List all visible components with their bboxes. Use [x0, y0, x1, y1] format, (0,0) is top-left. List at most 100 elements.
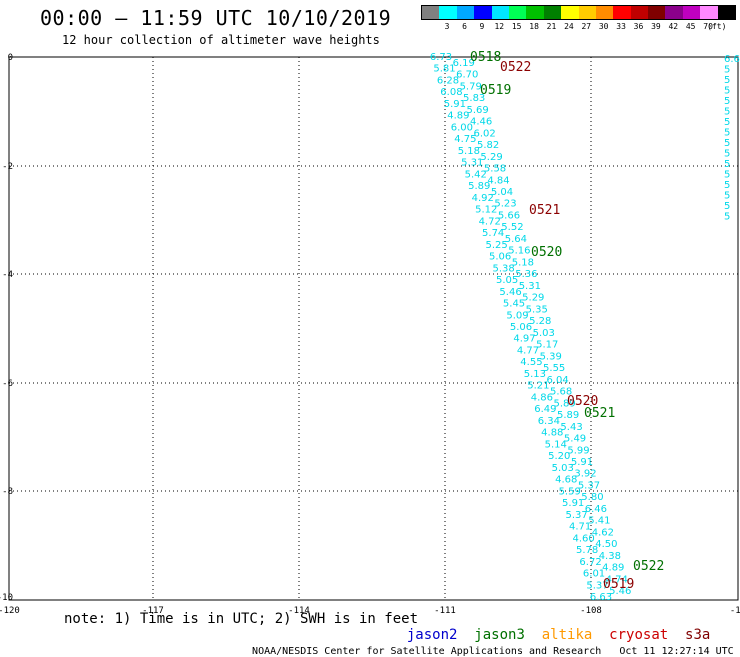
latitude-label: -6	[2, 379, 13, 389]
wave-height-value: 5	[724, 86, 730, 97]
wave-height-value: 5.18	[512, 257, 534, 268]
lat-lon-grid	[9, 57, 738, 600]
wave-height-value: 5	[724, 107, 730, 118]
satellite-legend-cryosat: cryosat	[609, 627, 686, 643]
wave-height-value: 5.31	[519, 281, 541, 292]
wave-height-value: 6.34	[538, 416, 560, 427]
wave-height-value: 6.73	[430, 52, 452, 63]
color-scale-swatch	[700, 6, 718, 19]
color-scale-label: 42	[668, 22, 679, 31]
wave-height-value: 4.55	[520, 357, 542, 368]
wave-height-value: 4.92	[472, 193, 494, 204]
pass-time-label: 0519	[480, 83, 511, 98]
color-scale-swatch	[648, 6, 666, 19]
wave-height-value: 6.72	[579, 557, 601, 568]
map-axes: -120 -117 -114 -111 -108 -10 0 -2 -4 -6 -8 -10	[0, 53, 740, 616]
wave-height-value: 6.04	[547, 375, 569, 386]
pass-time-label: 0520	[531, 245, 562, 260]
wave-height-value: 5.46	[609, 586, 631, 597]
wave-height-value: 5.80	[581, 492, 603, 503]
wave-height-value: 3.92	[574, 469, 596, 480]
wave-height-value: 5.59	[559, 486, 581, 497]
latitude-label: -10	[0, 593, 13, 603]
wave-height-value: 5.05	[496, 275, 518, 286]
color-scale-label: 21	[546, 22, 557, 31]
wave-height-value: 5.91	[571, 457, 593, 468]
map-title: 00:00 – 11:59 UTC 10/10/2019	[40, 6, 392, 30]
wave-height-value: 5.91	[444, 99, 466, 110]
wave-height-value: 5.23	[494, 199, 516, 210]
wave-height-value: 5.28	[529, 316, 551, 327]
color-scale-swatch	[578, 6, 596, 19]
color-scale-label: 33	[616, 22, 626, 31]
wave-height-value: 5.58	[484, 164, 506, 175]
satellite-legend-altika: altika	[541, 627, 610, 643]
wave-height-value: 5.46	[499, 287, 521, 298]
wave-height-value: 5.13	[524, 369, 546, 380]
wave-height-value: 5.03	[552, 463, 574, 474]
wave-height-value: 6.70	[456, 70, 478, 81]
wave-height-value: 5.25	[486, 240, 508, 251]
color-scale-swatch	[595, 6, 614, 19]
color-scale-label: 45	[685, 22, 696, 31]
satellite-legend-s3a: s3a	[685, 627, 711, 643]
wave-height-value: 5.06	[489, 252, 511, 263]
wave-height-value: 5.18	[458, 146, 480, 157]
wave-height-value: 5	[724, 138, 730, 149]
wave-height-value: 4.62	[592, 527, 614, 538]
color-scale-unit: (ft)	[707, 22, 727, 31]
wave-height-value: 6.02	[473, 128, 495, 139]
color-scale-swatch	[474, 6, 492, 19]
longitude-label: -10	[730, 606, 740, 616]
longitude-label: -114	[288, 606, 310, 616]
longitude-label: -111	[434, 606, 456, 616]
wave-height-value: 5.78	[576, 545, 598, 556]
wave-height-value: 5.04	[491, 187, 513, 198]
color-scale-swatch	[682, 6, 701, 19]
wave-height-value: 5.64	[505, 234, 527, 245]
wave-height-value: 4.60	[572, 533, 594, 544]
wave-height-value: 4.50	[595, 539, 617, 550]
wave-height-value: 4.89	[602, 563, 624, 574]
wave-height-value: 5.82	[477, 140, 499, 151]
pass-time-label: 0519	[603, 577, 634, 592]
wave-height-value: 4.97	[513, 334, 535, 345]
color-scale-swatch	[422, 6, 440, 19]
wave-height-value: 5	[724, 149, 730, 160]
latitude-label: -8	[2, 487, 13, 497]
color-scale-swatch	[717, 6, 736, 19]
color-scale-label: 6	[462, 22, 467, 31]
color-scale-label: 24	[564, 22, 574, 31]
wave-height-value: 4.46	[470, 117, 492, 128]
wave-height-value: 6.6	[724, 54, 740, 65]
pass-time-label: 0521	[584, 406, 615, 421]
wave-height-value: 5.42	[465, 169, 487, 180]
color-scale-swatch	[630, 6, 649, 19]
wave-height-value: 5.29	[480, 152, 502, 163]
color-scale-label: 30	[598, 22, 609, 31]
wave-height-value: 5	[724, 201, 730, 212]
wave-height-value: 5.89	[553, 398, 575, 409]
wave-height-value: 4.38	[599, 551, 621, 562]
wave-height-value: 5.68	[550, 387, 572, 398]
color-scale-label: 18	[529, 22, 539, 31]
color-scale-swatch	[439, 6, 457, 19]
wave-height-value: 5.35	[526, 304, 548, 315]
wave-height-value: 5	[724, 212, 730, 223]
wave-height-value: 4.71	[569, 522, 591, 533]
wave-height-value: 5.89	[557, 410, 579, 421]
wave-height-value: 4.74	[606, 574, 628, 585]
latitude-label: -2	[2, 162, 13, 172]
timestamp-text: Oct 11 12:27:14 UTC 2019	[619, 646, 740, 657]
color-scale-legend: 3 6 9 12 15 18 21 24 27 30 33 36 39 42 45 70 (ft)	[421, 5, 737, 31]
longitude-label: -108	[580, 606, 602, 616]
pass-time-label: 0521	[529, 203, 560, 218]
wave-height-value: 5	[724, 159, 730, 170]
color-scale-swatch	[561, 6, 579, 19]
wave-height-value: 5.17	[536, 340, 558, 351]
wave-height-value: 5.20	[548, 451, 570, 462]
longitude-label: -120	[0, 606, 20, 616]
wave-height-value: 5.52	[501, 222, 523, 233]
wave-height-value: 5	[724, 191, 730, 202]
wave-height-value: 5.89	[468, 181, 490, 192]
